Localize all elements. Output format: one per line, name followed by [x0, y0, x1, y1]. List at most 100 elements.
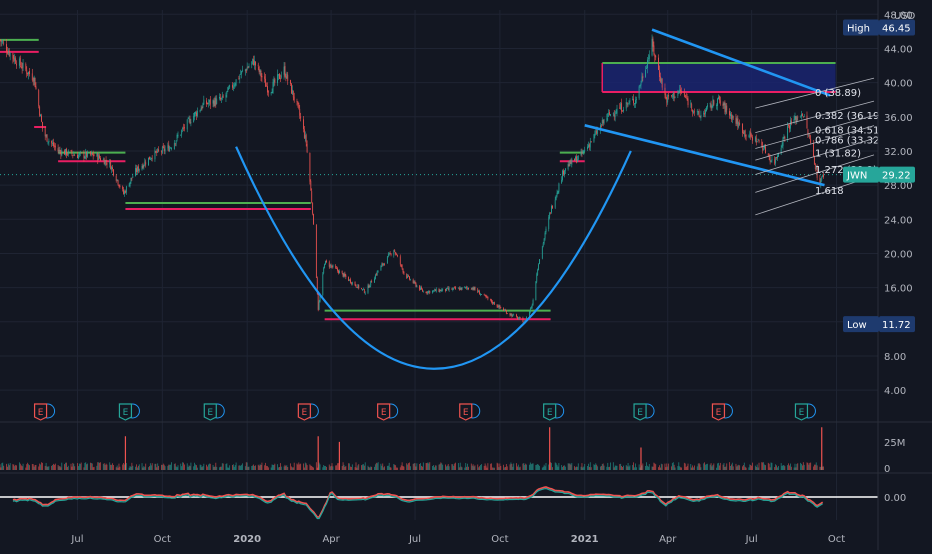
- candle-body: [48, 142, 49, 143]
- candle-body: [335, 266, 336, 268]
- candle-body: [137, 167, 138, 172]
- candle-body: [252, 59, 253, 62]
- candle-body: [713, 100, 714, 108]
- candle-body: [673, 93, 674, 97]
- candle-body: [387, 256, 388, 263]
- candle-body: [614, 114, 615, 116]
- candle-body: [568, 164, 569, 169]
- candle-body: [60, 150, 61, 151]
- candle-body: [582, 152, 583, 154]
- candle-body: [96, 153, 97, 156]
- candle-body: [210, 99, 211, 105]
- candle-body: [10, 53, 11, 56]
- candle-body: [588, 145, 589, 148]
- candle-body: [796, 116, 797, 122]
- fib-level-label: 1.618: [815, 186, 844, 197]
- candle-body: [426, 292, 427, 293]
- x-tick-label: Oct: [491, 534, 508, 545]
- candle-body: [703, 113, 704, 114]
- candle-body: [86, 152, 87, 157]
- candle-body: [729, 111, 730, 115]
- candle-body: [474, 287, 475, 290]
- candle-body: [313, 214, 314, 224]
- candle-body: [499, 305, 500, 307]
- candle-body: [391, 254, 392, 255]
- candle-body: [608, 113, 609, 114]
- candle-body: [763, 149, 764, 150]
- candle-body: [22, 67, 23, 69]
- candle-body: [698, 111, 699, 112]
- candle-body: [628, 104, 629, 105]
- candle-body: [390, 253, 391, 254]
- earnings-letter: E: [123, 408, 129, 418]
- candle-body: [821, 177, 822, 181]
- last-price-label-value: 29.22: [882, 171, 911, 182]
- candle-body: [479, 291, 480, 294]
- candle-body: [155, 150, 156, 159]
- candle-body: [680, 90, 681, 91]
- candle-body: [688, 99, 689, 105]
- candle-body: [772, 159, 773, 160]
- candle-body: [692, 110, 693, 112]
- candle-body: [795, 116, 796, 120]
- candle-body: [545, 233, 546, 239]
- candle-body: [596, 131, 597, 134]
- candle-body: [246, 70, 247, 72]
- candle-body: [677, 93, 678, 96]
- candle-body: [712, 106, 713, 107]
- candle-body: [330, 265, 331, 267]
- candle-body: [77, 155, 78, 158]
- candle-body: [178, 135, 179, 136]
- x-tick-label: 2020: [233, 534, 261, 545]
- candle-body: [629, 102, 630, 103]
- candle-body: [381, 264, 382, 266]
- candle-body: [267, 86, 268, 92]
- candle-body: [704, 113, 705, 114]
- candle-body: [693, 111, 694, 112]
- candle-body: [383, 263, 384, 265]
- candle-body: [447, 288, 448, 289]
- candle-body: [575, 157, 576, 161]
- candle-body: [615, 114, 616, 117]
- candle-body: [485, 295, 486, 296]
- candle-body: [98, 155, 99, 160]
- candle-body: [157, 149, 158, 152]
- candle-body: [765, 146, 766, 153]
- candle-body: [285, 66, 286, 76]
- candle-body: [310, 181, 311, 190]
- candle-body: [750, 132, 751, 137]
- candle-body: [602, 120, 603, 125]
- candle-body: [221, 98, 222, 99]
- candle-body: [416, 283, 417, 286]
- candle-body: [475, 287, 476, 290]
- candle-body: [590, 142, 591, 148]
- candle-body: [591, 141, 592, 142]
- candle-body: [200, 110, 201, 112]
- earnings-letter: E: [637, 408, 643, 418]
- fib-level-label: 1 (31.82): [815, 148, 861, 159]
- candle-body: [523, 318, 524, 322]
- candle-body: [452, 288, 453, 289]
- candle-body: [228, 88, 229, 89]
- candle-body: [428, 291, 429, 293]
- candle-body: [357, 285, 358, 288]
- candle-body: [72, 155, 73, 156]
- candle-body: [378, 271, 379, 272]
- y-tick-label: 4.00: [884, 386, 906, 397]
- candle-body: [626, 102, 627, 109]
- candle-body: [584, 150, 585, 152]
- candle-body: [316, 225, 317, 278]
- candle-body: [441, 290, 442, 292]
- candle-body: [752, 137, 753, 141]
- candle-body: [369, 285, 370, 287]
- candle-body: [415, 282, 416, 284]
- candle-body: [641, 76, 642, 82]
- candle-body: [738, 123, 739, 126]
- candle-body: [557, 193, 558, 196]
- candle-body: [90, 152, 91, 155]
- candle-body: [736, 118, 737, 124]
- y-tick-label: 36.00: [884, 113, 913, 124]
- candle-body: [800, 117, 801, 118]
